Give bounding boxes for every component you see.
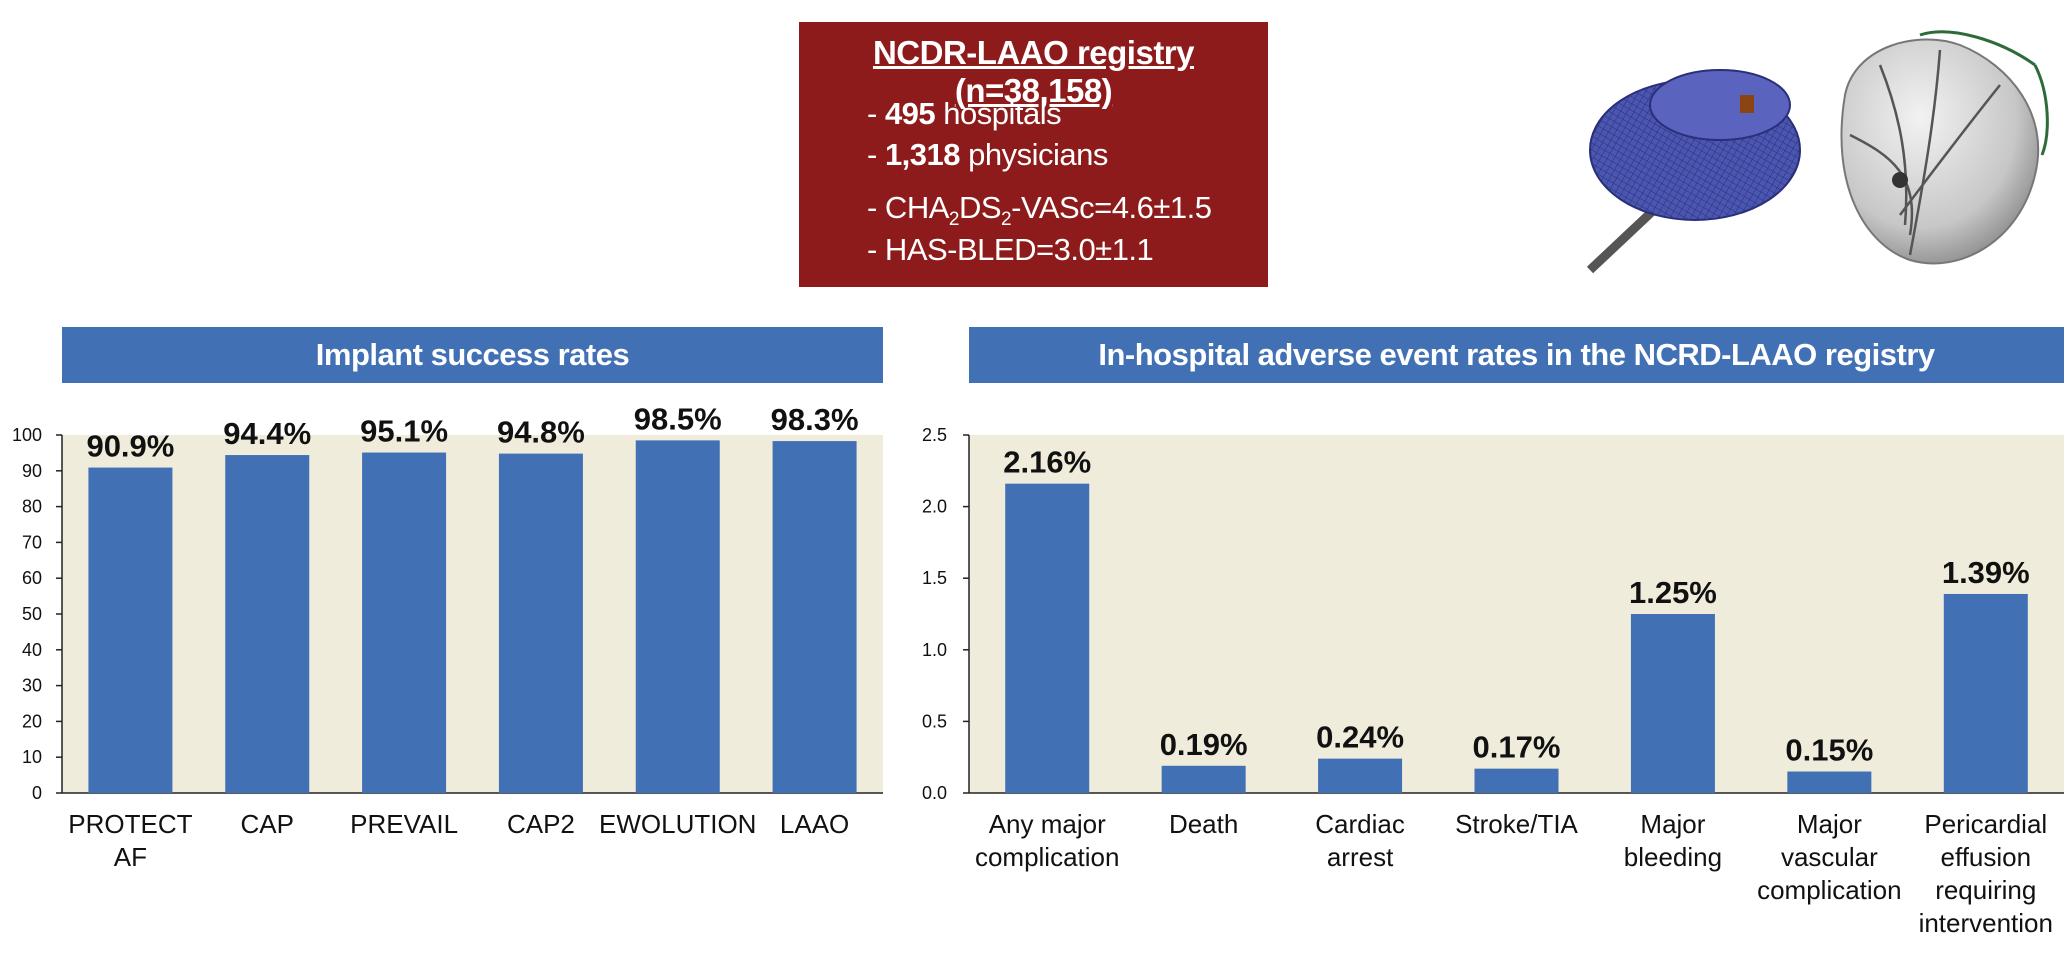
- category-label: Major bleeding: [1624, 809, 1722, 872]
- category-label: CAP2: [507, 809, 575, 839]
- y-tick-label: 50: [22, 604, 42, 624]
- bar: [772, 441, 857, 793]
- chads-value: -VASc=4.6±1.5: [1011, 190, 1212, 225]
- bar-value-label: 1.25%: [1629, 575, 1717, 610]
- y-tick-label: 30: [22, 676, 42, 696]
- physicians-label: physicians: [960, 137, 1108, 172]
- bar-value-label: 90.9%: [86, 429, 174, 464]
- bar-value-label: 0.24%: [1316, 720, 1404, 755]
- laao-device-illustrations: [1580, 25, 2060, 285]
- physicians-line: - 1,318 physicians: [867, 137, 1108, 172]
- amulet-device-icon: [1586, 69, 1801, 274]
- registry-info-box: NCDR-LAAO registry (n=38,158) - 495 hosp…: [799, 22, 1268, 287]
- bar-value-label: 2.16%: [1003, 445, 1091, 480]
- chart-1: 0 10 20 30 40 50 60 70 80 90 100 90.9% PROTECT AF 94.4…: [12, 401, 883, 872]
- bar: [1161, 765, 1246, 793]
- bar: [88, 467, 173, 793]
- bar: [1005, 483, 1090, 793]
- y-tick-label: 70: [22, 532, 42, 552]
- category-label: LAAO: [780, 809, 849, 839]
- y-tick-label: 0.5: [922, 711, 947, 731]
- bar-value-label: 98.5%: [634, 401, 722, 436]
- bar-value-label: 94.4%: [223, 416, 311, 451]
- physicians-count: 1,318: [884, 137, 961, 172]
- bar: [1943, 593, 2028, 793]
- y-tick-label: 100: [12, 425, 42, 445]
- bar-value-label: 1.39%: [1942, 555, 2030, 590]
- category-label: Cardiac arrest: [1315, 809, 1405, 872]
- y-tick-label: 1.5: [922, 568, 947, 588]
- hospitals-line: - 495 hospitals: [867, 96, 1062, 131]
- hasbled-line: - HAS-BLED=3.0±1.1: [867, 232, 1154, 267]
- category-label: CAP: [241, 809, 294, 839]
- y-tick-label: 10: [22, 747, 42, 767]
- y-tick-label: 90: [22, 461, 42, 481]
- bar-value-label: 0.15%: [1785, 733, 1873, 768]
- plot-background: [62, 435, 883, 793]
- bar: [1787, 771, 1872, 793]
- bar: [362, 452, 447, 793]
- category-label: Pericardial effusion requiring intervention: [1919, 809, 2053, 938]
- y-tick-label: 2.5: [922, 425, 947, 445]
- bar: [1474, 768, 1559, 793]
- device-drawings: [1586, 30, 2049, 274]
- y-tick-label: 80: [22, 497, 42, 517]
- category-label: Major vascular complication: [1757, 809, 1902, 905]
- bar: [225, 455, 310, 793]
- y-tick-label: 60: [22, 568, 42, 588]
- hospitals-label: hospitals: [935, 96, 1062, 131]
- bar-value-label: 98.3%: [771, 402, 859, 437]
- y-tick-label: 40: [22, 640, 42, 660]
- chads-line: - CHA2DS2-VASc=4.6±1.5: [867, 190, 1212, 231]
- bar: [1630, 614, 1715, 793]
- y-tick-label: 1.0: [922, 640, 947, 660]
- registry-title: NCDR-LAAO registry (n=38,158): [872, 34, 1195, 109]
- y-tick-label: 2.0: [922, 497, 947, 517]
- hospitals-count: 495: [884, 96, 936, 131]
- adverse-events-header: In-hospital adverse event rates in the N…: [969, 327, 2064, 383]
- bar-value-label: 95.1%: [360, 414, 448, 449]
- y-tick-label: 0: [32, 783, 42, 803]
- implant-success-header: Implant success rates: [62, 327, 883, 383]
- bar-value-label: 0.19%: [1160, 727, 1248, 762]
- bar-value-label: 0.17%: [1473, 730, 1561, 765]
- chart-2: 0.0 0.5 1.0 1.5 2.0 2.5 2.16% Any major complica…: [922, 425, 2064, 938]
- bar: [635, 440, 720, 793]
- category-label: Death: [1169, 809, 1238, 839]
- bar-value-label: 94.8%: [497, 415, 585, 450]
- category-label: Stroke/TIA: [1455, 809, 1578, 839]
- y-tick-label: 20: [22, 711, 42, 731]
- bar: [498, 453, 583, 793]
- category-label: Any major complication: [975, 809, 1120, 872]
- y-tick-label: 0.0: [922, 783, 947, 803]
- watchman-device-icon: [1840, 30, 2049, 265]
- category-label: PREVAIL: [350, 809, 458, 839]
- bar: [1318, 758, 1403, 793]
- category-label: PROTECT AF: [68, 809, 192, 872]
- plot-background: [969, 435, 2064, 793]
- category-label: EWOLUTION: [599, 809, 756, 839]
